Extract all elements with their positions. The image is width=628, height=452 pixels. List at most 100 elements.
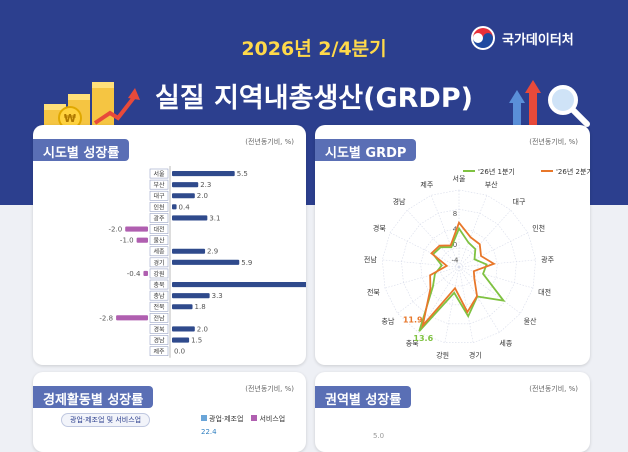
bar (172, 259, 240, 265)
region-growth-card: 시도별 성장률 (전년동기비, %) 서울 5.5 부산 2.3 대구 2.0 인천 0.4 광… (33, 125, 306, 365)
category-box (149, 335, 169, 345)
industry-tab[interactable]: 광업·제조업 및 서비스업 (61, 413, 151, 427)
category-box (149, 224, 169, 234)
category-box (149, 179, 169, 190)
bar (172, 193, 195, 199)
category-box (149, 168, 169, 179)
arrows-magnifier-illustration (509, 80, 590, 138)
category-label: 경기 (153, 259, 164, 267)
category-label: 충북 (153, 281, 165, 289)
agency-name: 국가데이터처 (502, 32, 574, 48)
legend-mining-swatch (201, 415, 207, 421)
peak-data-label: 13.6 (413, 334, 433, 343)
scale-label: 0 (453, 241, 457, 249)
bar (172, 326, 195, 332)
bar (172, 304, 193, 310)
grid-ring (439, 247, 479, 287)
data-label: 1.8 (195, 303, 206, 311)
category-box (149, 213, 169, 223)
series-line (421, 220, 496, 329)
spoke (458, 232, 529, 268)
axis-label: 제주 (420, 181, 433, 189)
legend-mining: 광업·제조업 (201, 414, 243, 424)
data-label: 5.9 (241, 259, 252, 267)
data-label: 0.4 (179, 203, 191, 211)
spoke (384, 266, 460, 289)
category-label: 대구 (153, 192, 165, 200)
data-label: 2.0 (197, 325, 208, 333)
axis-label: 전남 (364, 255, 377, 264)
category-box (149, 313, 169, 323)
data-label: -2.0 (109, 226, 123, 234)
axis-label: 경남 (393, 197, 406, 206)
region-grdp-card: 시도별 GRDP (전년동기비, %) '26년 1분기 '26년 2분기 서울 부산… (315, 125, 590, 365)
axis-label: 충남 (382, 317, 395, 326)
grid-ring (382, 189, 536, 343)
legend-service-label: 서비스업 (259, 415, 286, 423)
axis-label: 광주 (541, 256, 554, 264)
data-label: 5.5 (237, 170, 248, 178)
axis-label: 대전 (538, 287, 551, 296)
category-label: 서울 (153, 170, 165, 178)
bar (136, 237, 148, 243)
category-label: 대전 (153, 226, 164, 234)
scale-label: 4 (453, 226, 458, 234)
axis-label: 경북 (373, 223, 386, 232)
category-label: 광주 (153, 215, 165, 222)
spoke (444, 266, 460, 343)
legend-mining-label: 광업·제조업 (209, 415, 244, 423)
region-grdp-title: 시도별 GRDP (315, 139, 417, 161)
region-grdp-unit: (전년동기비, %) (529, 138, 578, 146)
category-box (149, 279, 169, 290)
data-label: -2.8 (99, 314, 113, 322)
taegeuk-logo-icon (471, 26, 495, 50)
spoke (397, 266, 460, 314)
axis-label: 세종 (499, 339, 512, 348)
axis-label: 서울 (453, 174, 466, 183)
bar (125, 226, 148, 232)
grid-ring (401, 208, 517, 325)
axis-label: 울산 (524, 317, 537, 326)
spoke (389, 232, 460, 268)
bar (172, 171, 235, 177)
scale-label: -4 (452, 256, 460, 264)
spoke (458, 266, 474, 343)
industry-growth-title: 경제활동별 성장률 (33, 386, 154, 408)
data-label: 1.5 (191, 337, 202, 345)
region-growth-chart: 서울 5.5 부산 2.3 대구 2.0 인천 0.4 광주 3.1 대전 -2.0 울산 -1.0 세종 2… (99, 166, 306, 358)
axis-label: 부산 (485, 180, 498, 189)
agency-logo: 국가데이터처 (470, 25, 574, 51)
area-data-label: 5.0 (373, 432, 385, 440)
scale-label: 8 (453, 210, 457, 218)
category-label: 세종 (153, 248, 165, 256)
bar (172, 215, 208, 221)
peak-data-label: 11.9 (403, 316, 423, 325)
axis-label: 충북 (406, 339, 419, 348)
data-label: 2.3 (200, 181, 211, 189)
category-box (149, 257, 169, 268)
bar (172, 293, 210, 299)
axis-label: 대구 (513, 198, 526, 206)
area-growth-card: 권역별 성장률 (전년동기비, %) 5.0 (315, 372, 590, 452)
bar (172, 248, 206, 254)
bar (172, 182, 199, 188)
data-label: -1.0 (120, 237, 134, 245)
legend-label: '26년 2분기 (556, 167, 590, 176)
data-label: -0.4 (127, 270, 141, 278)
data-label: 3.1 (209, 214, 220, 222)
industry-legend: 광업·제조업 서비스업 (201, 414, 285, 424)
area-growth-title: 권역별 성장률 (315, 386, 412, 408)
category-box (149, 190, 169, 201)
industry-growth-card: 경제활동별 성장률 (전년동기비, %) 광업·제조업 및 서비스업 광업·제조… (33, 372, 306, 452)
category-box (149, 235, 169, 245)
category-label: 전남 (153, 314, 165, 322)
spoke (458, 259, 536, 268)
axis-label: 전북 (367, 287, 380, 296)
category-label: 인천 (153, 203, 164, 211)
spoke (430, 195, 460, 268)
category-box (149, 290, 169, 301)
region-growth-title: 시도별 성장률 (33, 139, 130, 161)
category-box (149, 346, 169, 357)
axis-label: 경기 (469, 350, 482, 359)
